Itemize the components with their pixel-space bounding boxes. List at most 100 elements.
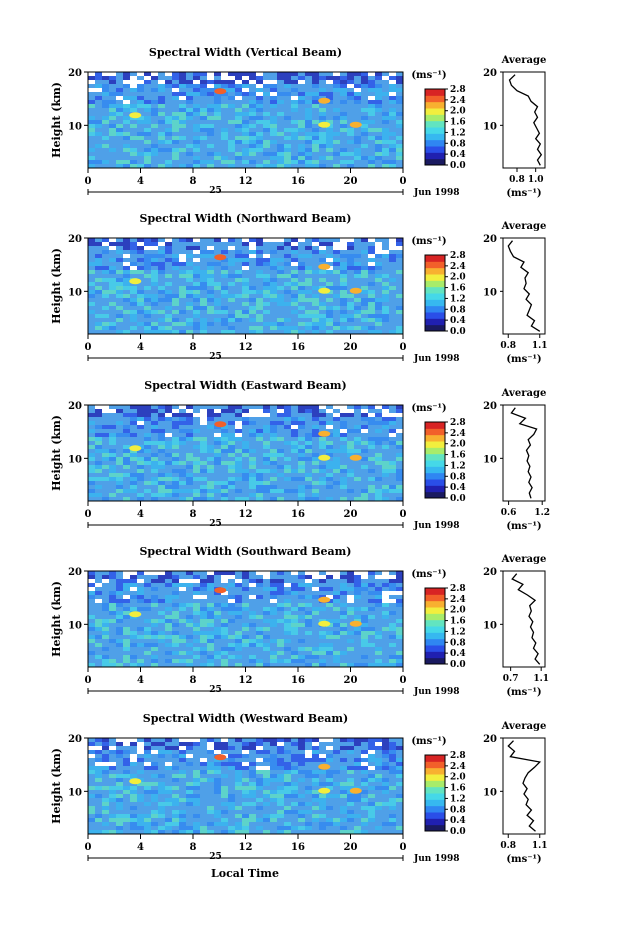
- heatmap-cell: [221, 481, 228, 485]
- heatmap-cell: [186, 306, 193, 310]
- heatmap-cell: [305, 92, 312, 96]
- heatmap-cell: [179, 758, 186, 762]
- heatmap-cell: [95, 242, 102, 246]
- heatmap-cell: [291, 477, 298, 481]
- heatmap-cell: [382, 746, 389, 750]
- heatmap-cell: [333, 262, 340, 266]
- heatmap-cell: [249, 493, 256, 497]
- colorbar-segment: [425, 472, 445, 480]
- heatmap-cell: [284, 254, 291, 258]
- heatmap-cell: [123, 266, 130, 270]
- heatmap-cell: [256, 738, 263, 742]
- heatmap-cell: [200, 635, 207, 639]
- heatmap-cell: [312, 778, 319, 782]
- x-tick-label: 0: [400, 509, 407, 520]
- heatmap-cell: [389, 798, 396, 802]
- heatmap-cell: [340, 449, 347, 453]
- heatmap-cell: [319, 270, 326, 274]
- heatmap-cell: [312, 453, 319, 457]
- heatmap-cell: [214, 778, 221, 782]
- heatmap-cell: [228, 607, 235, 611]
- heatmap-cell: [165, 619, 172, 623]
- heatmap-cell: [158, 782, 165, 786]
- heatmap-cell: [389, 770, 396, 774]
- heatmap-cell: [123, 413, 130, 417]
- heatmap-cell: [109, 611, 116, 615]
- heatmap-cell: [102, 603, 109, 607]
- heatmap-cell: [235, 405, 242, 409]
- heatmap-cell: [291, 786, 298, 790]
- heatmap-cell: [249, 611, 256, 615]
- heatmap-cell: [235, 643, 242, 647]
- heatmap-cell: [368, 330, 375, 334]
- heatmap-cell: [144, 148, 151, 152]
- heatmap-cell: [333, 770, 340, 774]
- heatmap-cell: [123, 132, 130, 136]
- heatmap-cell: [179, 461, 186, 465]
- heatmap-cell: [389, 485, 396, 489]
- heatmap-cell: [221, 429, 228, 433]
- colorbar-tick-label: 0.4: [450, 150, 466, 160]
- hotspot: [349, 287, 362, 294]
- colorbar-segment: [425, 441, 445, 448]
- heatmap-cell: [396, 571, 403, 575]
- heatmap-cell: [235, 782, 242, 786]
- heatmap-cell: [228, 453, 235, 457]
- heatmap-cell: [88, 465, 95, 469]
- heatmap-cell: [375, 651, 382, 655]
- heatmap-cell: [270, 84, 277, 88]
- heatmap-cell: [242, 140, 249, 144]
- heatmap-cell: [228, 571, 235, 575]
- heatmap-cell: [221, 409, 228, 413]
- heatmap-cell: [200, 615, 207, 619]
- heatmap-cell: [228, 330, 235, 334]
- heatmap-cell: [347, 802, 354, 806]
- heatmap-cell: [347, 738, 354, 742]
- heatmap-cell: [102, 449, 109, 453]
- heatmap-cell: [263, 790, 270, 794]
- heatmap-cell: [368, 258, 375, 262]
- heatmap-cell: [116, 579, 123, 583]
- heatmap-cell: [158, 742, 165, 746]
- heatmap-cell: [165, 738, 172, 742]
- heatmap-cell: [249, 132, 256, 136]
- colorbar-segment: [425, 638, 445, 646]
- heatmap-cell: [291, 810, 298, 814]
- heatmap-cell: [340, 738, 347, 742]
- heatmap-cell: [256, 663, 263, 667]
- heatmap-cell: [165, 798, 172, 802]
- heatmap-cell: [242, 445, 249, 449]
- heatmap-cell: [291, 298, 298, 302]
- heatmap-cell: [277, 651, 284, 655]
- heatmap-cell: [284, 786, 291, 790]
- heatmap-cell: [144, 449, 151, 453]
- heatmap-cell: [242, 822, 249, 826]
- heatmap-cell: [207, 254, 214, 258]
- heatmap-cell: [305, 322, 312, 326]
- heatmap-cell: [123, 76, 130, 80]
- heatmap-cell: [165, 635, 172, 639]
- heatmap-cell: [88, 262, 95, 266]
- heatmap-cell: [291, 631, 298, 635]
- heatmap-cell: [319, 647, 326, 651]
- heatmap-cell: [326, 270, 333, 274]
- heatmap-cell: [368, 326, 375, 330]
- heatmap-cell: [144, 461, 151, 465]
- heatmap-cell: [186, 274, 193, 278]
- missing-cell: [249, 409, 256, 413]
- heatmap-cell: [144, 120, 151, 124]
- heatmap-cell: [368, 421, 375, 425]
- heatmap-cell: [291, 417, 298, 421]
- missing-cell: [368, 262, 375, 266]
- heatmap-cell: [396, 774, 403, 778]
- colorbar-segment: [425, 267, 445, 275]
- missing-cell: [277, 409, 284, 413]
- heatmap-cell: [270, 164, 277, 168]
- missing-cell: [305, 571, 312, 575]
- heatmap-cell: [95, 160, 102, 164]
- heatmap-cell: [151, 278, 158, 282]
- heatmap-cell: [305, 136, 312, 140]
- heatmap-cell: [256, 798, 263, 802]
- missing-cell: [221, 575, 228, 579]
- heatmap-cell: [116, 583, 123, 587]
